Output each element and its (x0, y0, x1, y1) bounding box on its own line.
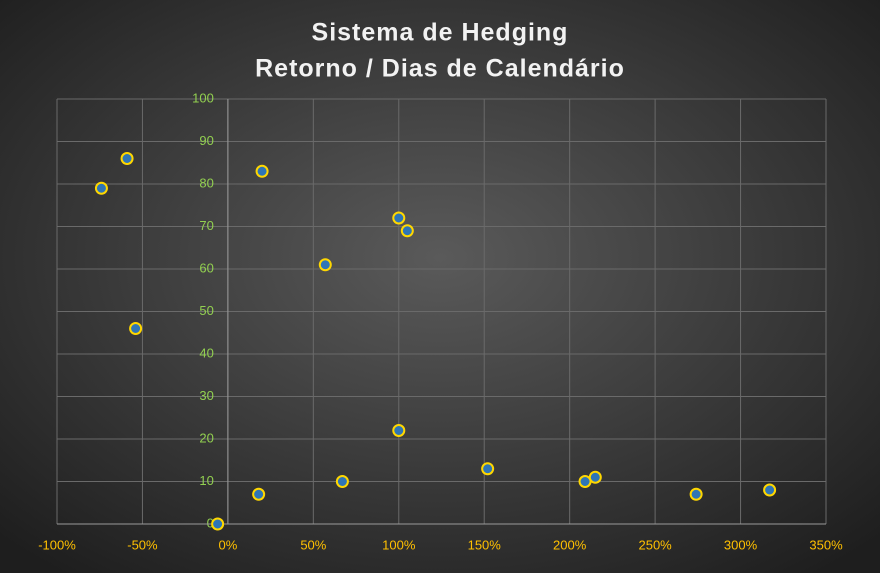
point (94, 181, 108, 195)
point (211, 517, 225, 531)
y-tick-label: 10 (199, 473, 213, 488)
x-tick-label: -50% (127, 537, 158, 552)
x-tick-label: 0% (218, 537, 237, 552)
y-tick-label: 70 (199, 218, 213, 233)
point (763, 483, 777, 497)
chart-title: Sistema de Hedging (312, 19, 569, 47)
x-tick-label: 50% (300, 537, 326, 552)
x-tick-label: 200% (553, 537, 587, 552)
point (392, 211, 406, 225)
y-tick-label: 30 (199, 388, 213, 403)
y-tick-label: 20 (199, 430, 213, 445)
y-tick-label: 50 (199, 303, 213, 318)
point (318, 258, 332, 272)
y-tick-label: 80 (199, 175, 213, 190)
x-tick-label: 100% (382, 537, 416, 552)
point (392, 424, 406, 437)
point (255, 164, 269, 178)
point (335, 475, 349, 488)
y-tick-label: 60 (199, 260, 213, 275)
x-tick-label: 150% (468, 537, 502, 552)
point (129, 322, 143, 335)
x-tick-label: 350% (809, 537, 843, 552)
y-tick-label: 40 (199, 345, 213, 360)
x-tick-label: -100% (38, 537, 76, 552)
y-tick-label: 0 (207, 515, 214, 530)
y-tick-label: 100 (192, 90, 214, 105)
y-tick-label: 90 (199, 133, 213, 148)
point (120, 152, 134, 165)
point (252, 487, 266, 501)
point (400, 224, 414, 238)
x-tick-label: 250% (638, 537, 672, 552)
chart-title: Retorno / Dias de Calendário (255, 55, 625, 83)
x-tick-label: 300% (724, 537, 758, 552)
point (588, 470, 602, 484)
point (689, 487, 703, 501)
point (481, 462, 495, 476)
